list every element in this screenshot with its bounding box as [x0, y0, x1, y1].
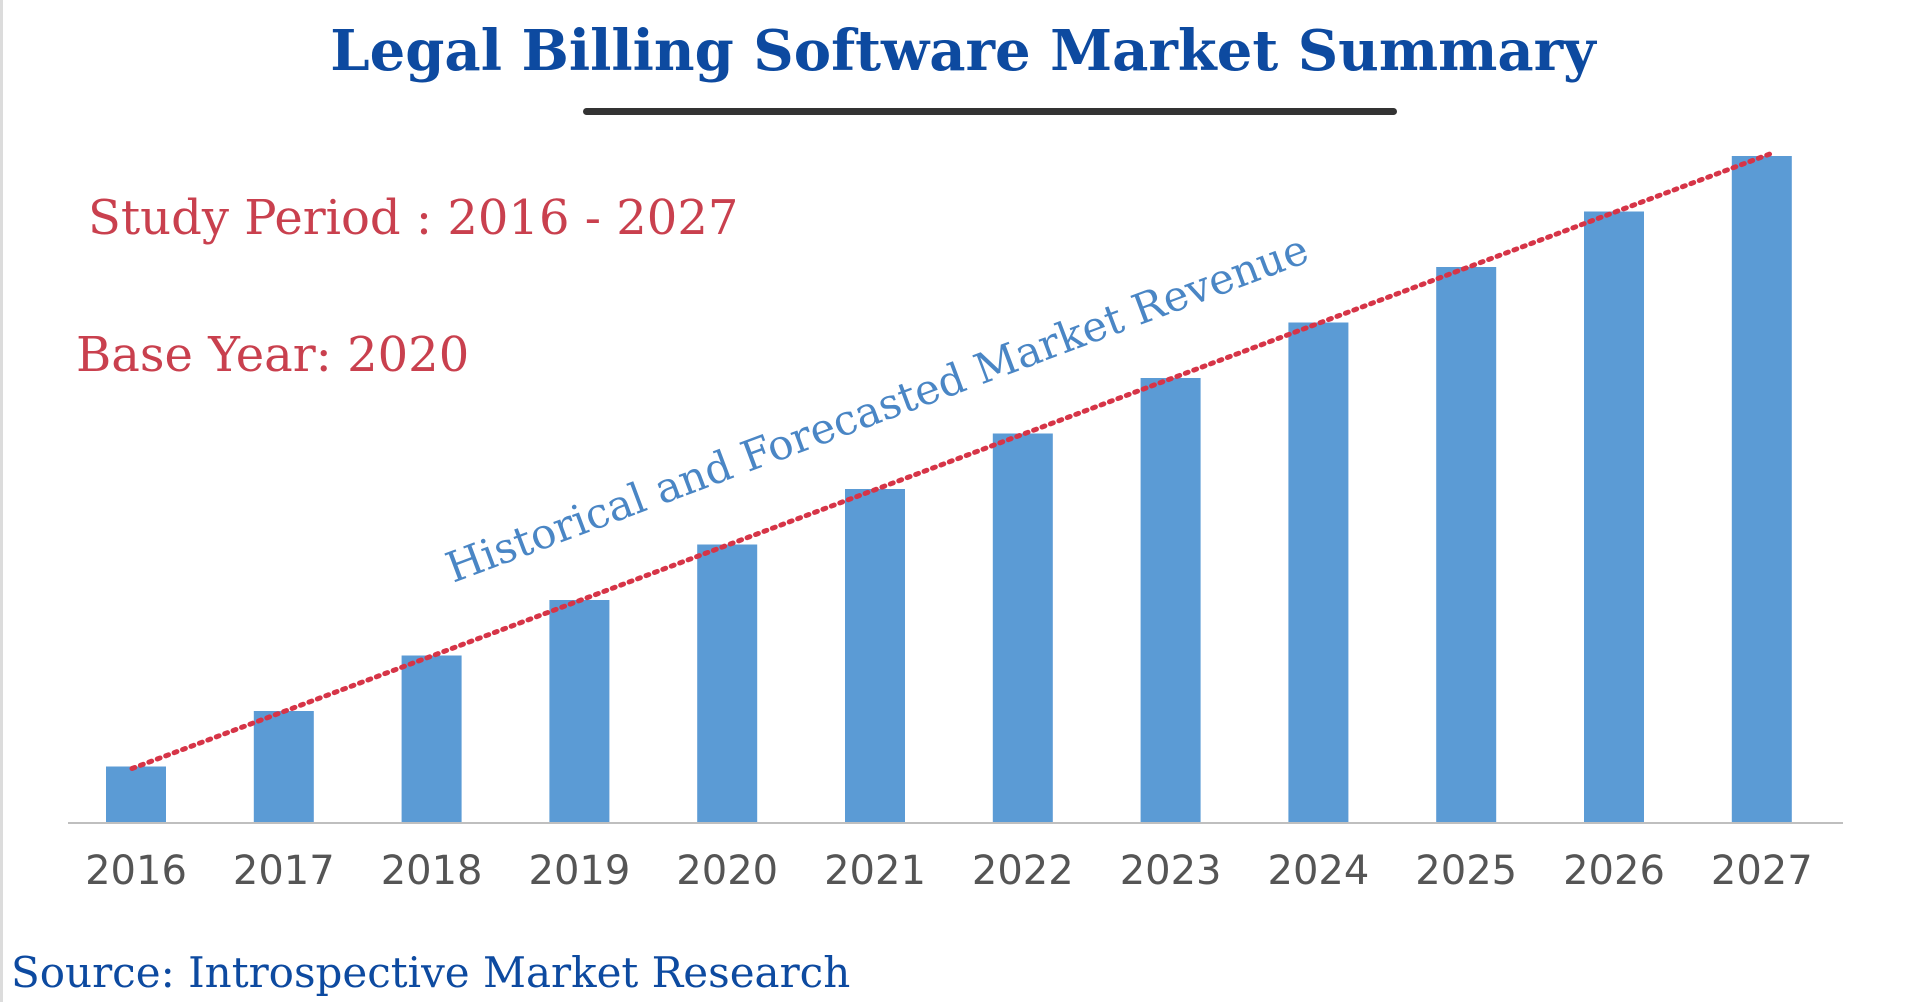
bar-2025 [1436, 267, 1497, 822]
x-tick-label: 2022 [972, 848, 1074, 894]
title-underline [583, 108, 1397, 115]
page-title: Legal Billing Software Market Summary [330, 18, 1596, 84]
bar-2021 [845, 489, 905, 822]
trend-line [129, 151, 1773, 771]
x-tick-label: 2026 [1563, 848, 1665, 894]
x-tick-label: 2018 [381, 848, 483, 894]
bar-2018 [401, 655, 462, 822]
bar-2027 [1731, 156, 1792, 822]
source-note: Source: Introspective Market Research [11, 948, 851, 997]
bar-2023 [1140, 378, 1201, 822]
x-tick-label: 2019 [529, 848, 631, 894]
bar-chart: 2016 2017 2018 2019 2020 2021 2022 2023 2024 2025… [68, 151, 1843, 894]
bar-2026 [1584, 211, 1644, 822]
x-tick-label: 2024 [1268, 848, 1370, 894]
base-year-label: Base Year: 2020 [76, 327, 470, 383]
x-tick-label: 2025 [1415, 848, 1517, 894]
bar-2017 [253, 711, 314, 822]
x-tick-label: 2021 [824, 848, 926, 894]
study-period-label: Study Period : 2016 - 2027 [88, 190, 739, 246]
bar-2020 [697, 544, 758, 822]
bar-2022 [992, 433, 1053, 822]
x-tick-label: 2016 [85, 848, 187, 894]
bar-2016 [106, 766, 166, 822]
x-tick-label: 2027 [1711, 848, 1813, 894]
x-tick-label: 2023 [1120, 848, 1222, 894]
x-tick-label: 2020 [676, 848, 778, 894]
bar-2019 [549, 600, 610, 822]
x-tick-label: 2017 [233, 848, 335, 894]
bar-2024 [1288, 322, 1349, 822]
